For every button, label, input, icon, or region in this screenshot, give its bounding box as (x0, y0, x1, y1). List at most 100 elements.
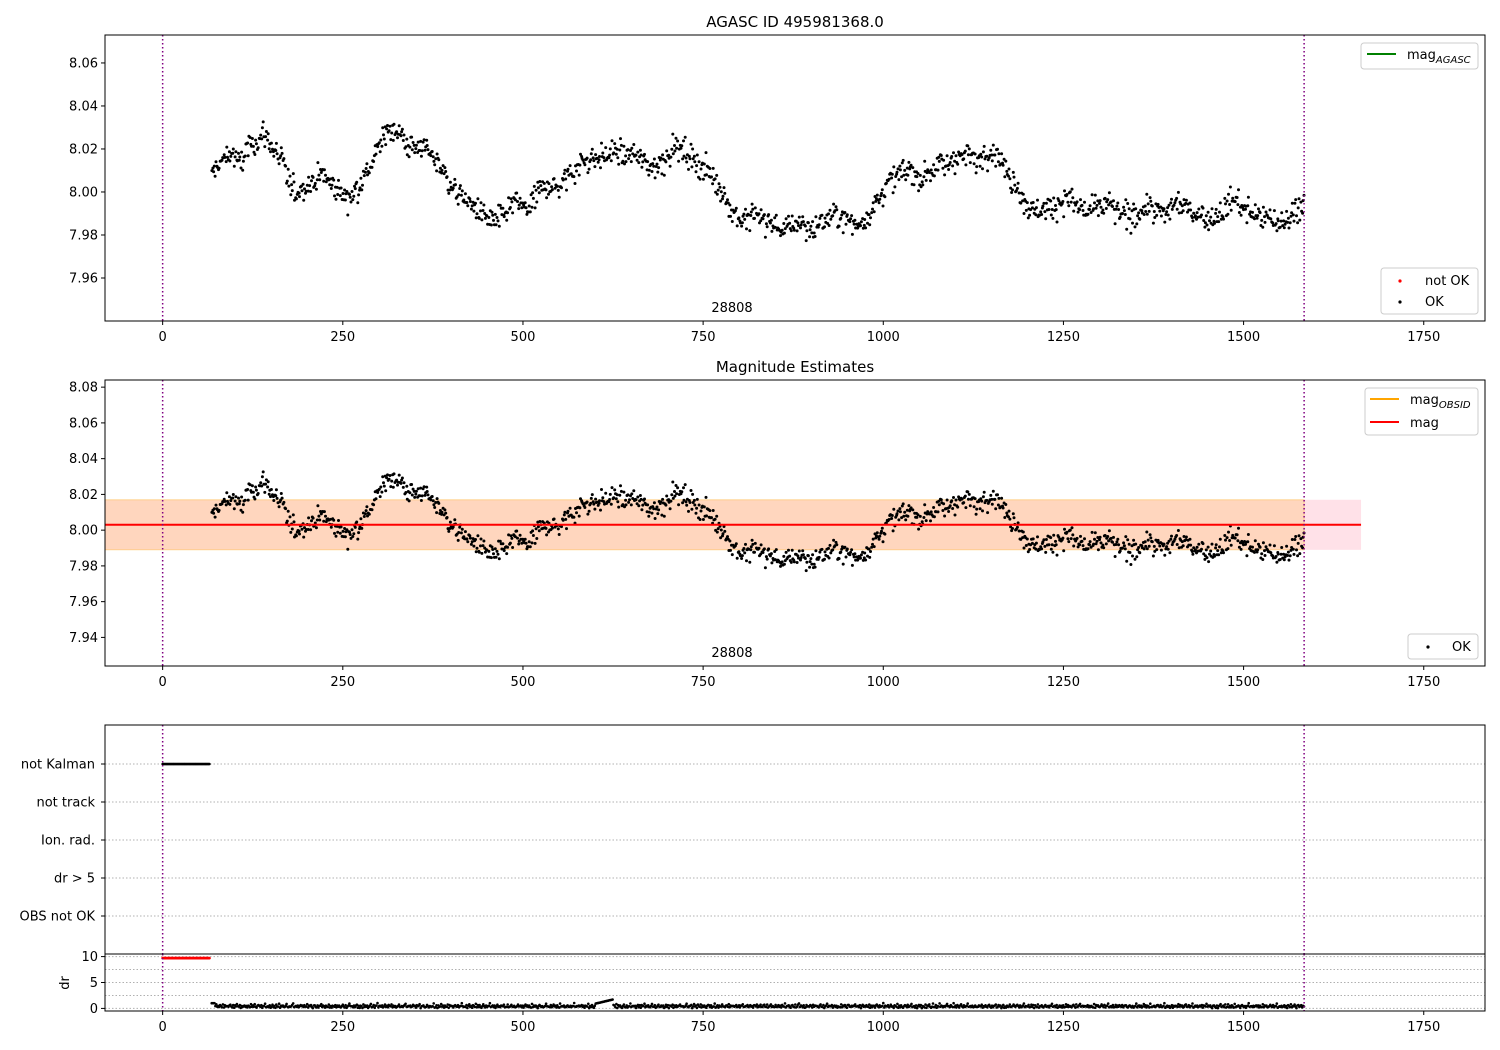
ok-point (1086, 212, 1090, 216)
ok-point (288, 174, 292, 178)
ok-point (346, 547, 350, 551)
dr-point (369, 1002, 373, 1006)
ok-point (615, 493, 619, 497)
ok-point (803, 224, 807, 228)
ok-point (1126, 202, 1130, 205)
ok-point (1218, 201, 1222, 205)
ok-point (927, 512, 931, 516)
ok-point (222, 153, 226, 157)
ok-point (881, 204, 885, 208)
ok-point (890, 172, 894, 176)
ok-point (1095, 539, 1099, 543)
mag-agasc-legend-label: magAGASC (1407, 48, 1471, 66)
ok-point (294, 197, 298, 201)
ok-point (788, 221, 792, 225)
ok-point (792, 228, 796, 232)
ok-point (362, 515, 366, 518)
ok-point (1086, 547, 1090, 551)
ok-point (653, 517, 657, 520)
dr-point (327, 1003, 331, 1006)
ok-point (280, 496, 284, 500)
dr-point (488, 1001, 492, 1005)
ok-point (710, 175, 713, 179)
ok-point (817, 223, 821, 227)
ok-point (575, 511, 578, 515)
ok-point (947, 168, 951, 171)
ok-point (289, 193, 293, 197)
ok-point (627, 500, 631, 504)
ok-point (911, 508, 915, 512)
ok-point (217, 166, 221, 170)
ok-point (303, 187, 306, 191)
ok-point (542, 521, 546, 525)
ok-point (629, 149, 632, 152)
ok-point (1301, 211, 1305, 215)
ok-point (1155, 213, 1159, 217)
ok-point (509, 197, 513, 201)
ok-point (609, 159, 613, 163)
ok-point (624, 154, 628, 158)
ok-point (845, 547, 849, 551)
ok-point (808, 560, 812, 564)
ok-point (1026, 550, 1030, 554)
ok-point (220, 158, 224, 162)
ok-point (742, 212, 746, 216)
ok-point (589, 152, 593, 156)
ok-point (490, 210, 494, 214)
ok-point (715, 530, 719, 534)
ok-point (1016, 181, 1020, 185)
ok-point (290, 527, 294, 531)
ok-point (1219, 217, 1223, 221)
ok-point (1148, 196, 1152, 200)
ok-point (1024, 544, 1028, 547)
dr-point (358, 1006, 362, 1010)
ok-point (508, 206, 512, 209)
ok-point (780, 228, 784, 232)
ok-point (382, 133, 385, 137)
dr-point (255, 1006, 258, 1009)
ok-point (237, 158, 241, 162)
ok-point (702, 162, 706, 166)
ok-point (917, 189, 921, 193)
ok-point (318, 178, 322, 182)
ok-point (322, 510, 326, 514)
ok-point (426, 493, 430, 497)
flag-row-label: Ion. rad. (41, 834, 95, 849)
ok-point (1258, 211, 1262, 215)
ok-point (790, 214, 794, 218)
ok-point (749, 548, 753, 552)
ok-point (233, 155, 237, 159)
ok-point (1075, 200, 1079, 204)
ok-point (612, 151, 616, 155)
ok-point (1106, 535, 1110, 538)
ok-point (907, 504, 911, 508)
ok-point (1066, 537, 1070, 541)
dr-point (822, 1003, 825, 1007)
ok-point (1131, 221, 1134, 225)
ok-point (517, 207, 521, 211)
ok-point (1098, 199, 1102, 203)
ok-point (953, 172, 957, 176)
ok-point (859, 553, 863, 557)
ok-point (1146, 202, 1150, 206)
ok-point (359, 176, 363, 180)
ok-point (510, 200, 514, 204)
ok-point (334, 534, 338, 538)
ok-point (405, 484, 409, 488)
ok-point (599, 166, 602, 170)
ok-point (1021, 199, 1025, 203)
ok-point (509, 534, 513, 538)
ok-point (797, 215, 801, 219)
ok-point (577, 173, 581, 177)
ok-point (1140, 209, 1144, 213)
ok-point (1159, 214, 1163, 218)
ok-point (1280, 211, 1284, 215)
ok-point (1104, 542, 1108, 546)
ok-point (520, 206, 524, 210)
ok-point (1025, 201, 1029, 205)
ok-point (501, 206, 505, 210)
ok-point (1244, 207, 1247, 211)
ok-point (254, 138, 258, 142)
ok-point (604, 146, 608, 150)
dr-point (305, 1002, 309, 1006)
